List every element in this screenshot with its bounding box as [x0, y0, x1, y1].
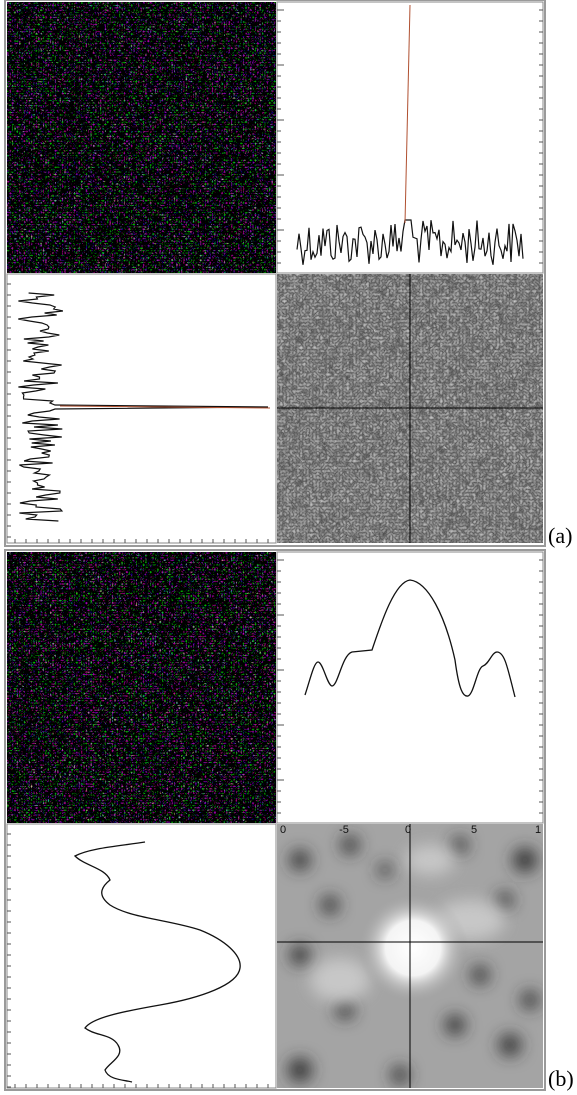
noise-image — [7, 552, 276, 823]
profile-curve — [296, 219, 524, 265]
profile-plot — [276, 551, 544, 824]
profile-plot — [6, 823, 277, 1089]
tick-label: 0 — [405, 824, 411, 836]
panel-label: (b) — [548, 1066, 574, 1091]
profile-peak — [404, 4, 411, 224]
profile-peak — [59, 405, 271, 409]
panel-label: (a) — [548, 523, 572, 548]
dark-spots — [288, 836, 539, 1084]
profile-curve — [73, 841, 241, 1083]
panel-b: 0 -5 0 5 1 (b) — [4, 549, 574, 1091]
profile-curve — [18, 292, 269, 522]
central-peak — [358, 893, 468, 1003]
tick-marks — [7, 9, 543, 543]
tick-label: 0 — [280, 824, 286, 836]
tick-label: -5 — [339, 824, 349, 836]
tick-label: 1 — [535, 824, 541, 836]
panel-a: (a) — [4, 0, 572, 548]
profile-curve — [304, 579, 516, 698]
tick-label: 5 — [471, 824, 477, 836]
noise-image — [7, 2, 276, 273]
profile-plot — [276, 1, 544, 274]
tick-marks — [7, 559, 543, 1088]
